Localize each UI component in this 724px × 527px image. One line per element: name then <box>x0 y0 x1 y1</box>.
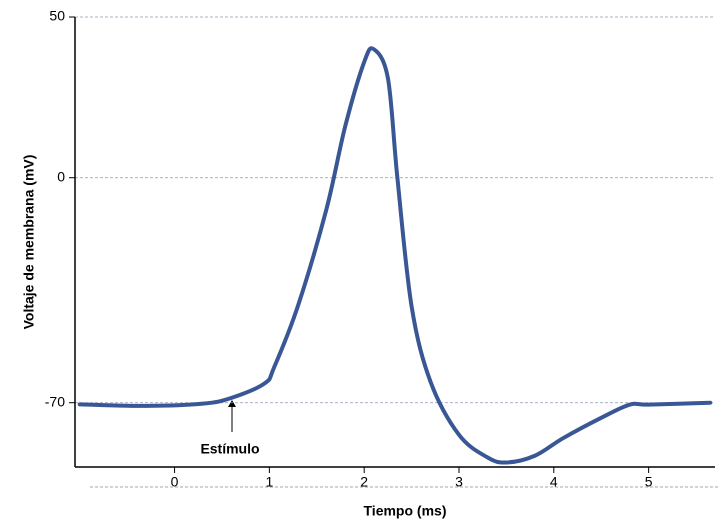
x-tick-label: 1 <box>265 474 273 490</box>
x-tick-label: 5 <box>645 474 653 490</box>
y-tick-label: -70 <box>45 393 65 409</box>
y-axis-label: Voltaje de membrana (mV) <box>21 155 37 330</box>
x-tick-label: 2 <box>360 474 368 490</box>
line <box>77 46 713 465</box>
y-tick-label: 50 <box>49 8 65 24</box>
y-tick-label: 0 <box>57 168 65 184</box>
x-tick-label: 3 <box>455 474 463 490</box>
x-tick-label: 0 <box>171 474 179 490</box>
annotation: Estímulo <box>200 441 259 457</box>
x-axis-label: Tiempo (ms) <box>364 503 447 519</box>
x-tick-label: 4 <box>550 474 558 490</box>
stimulus-arrowhead <box>228 400 236 407</box>
